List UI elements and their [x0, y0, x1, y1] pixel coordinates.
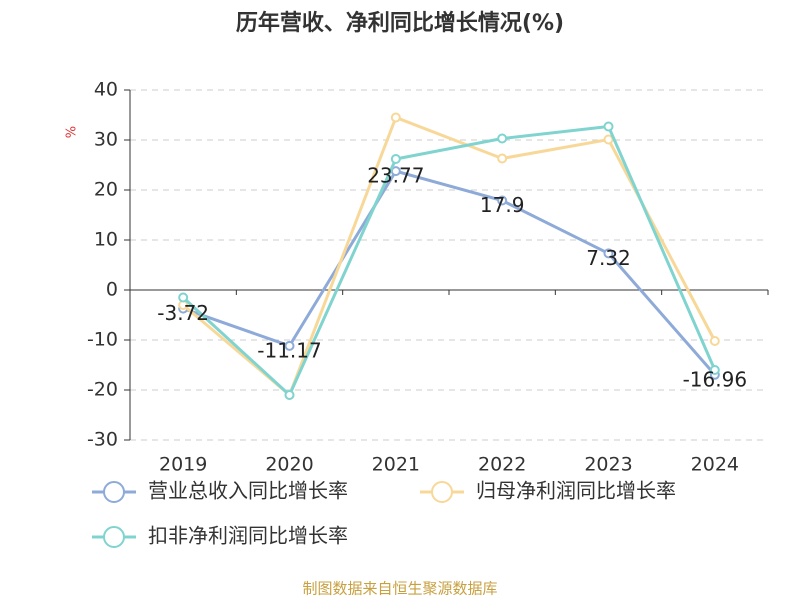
- legend-label: 扣非净利润同比增长率: [148, 524, 348, 548]
- chart-title: 历年营收、净利同比增长情况(%): [236, 10, 564, 36]
- legend-label: 归母净利润同比增长率: [476, 479, 676, 503]
- legend-marker: [103, 481, 125, 503]
- y-tick-label: 30: [94, 129, 118, 151]
- data-label: -16.96: [683, 367, 747, 391]
- legend-marker: [431, 481, 453, 503]
- x-tick-label: 2020: [265, 454, 313, 476]
- data-point: [284, 390, 295, 400]
- series-line: [182, 169, 716, 376]
- data-label: 17.9: [480, 193, 525, 217]
- data-point: [709, 336, 720, 346]
- source-note: 制图数据来自恒生聚源数据库: [302, 580, 497, 598]
- data-point: [603, 248, 614, 259]
- x-tick-label: 2023: [584, 454, 632, 476]
- data-label: 23.77: [367, 164, 424, 188]
- data-label: -11.17: [257, 338, 321, 362]
- data-label: 7.32: [586, 246, 631, 270]
- data-point: [709, 365, 720, 375]
- data-point: [284, 340, 295, 351]
- series-line: [182, 124, 717, 398]
- y-tick-label: 10: [94, 229, 118, 251]
- legend-label: 营业总收入同比增长率: [148, 479, 348, 503]
- y-tick-label: 0: [106, 279, 118, 301]
- y-tick-label: 20: [94, 179, 118, 201]
- data-point: [390, 154, 401, 164]
- data-point: [178, 292, 189, 303]
- legend-marker: [103, 526, 125, 548]
- y-axis-label: %: [65, 126, 80, 138]
- x-tick-label: 2022: [478, 454, 526, 476]
- x-tick-label: 2019: [159, 454, 207, 476]
- data-point: [603, 121, 614, 132]
- y-tick-label: -20: [87, 379, 118, 401]
- x-tick-label: 2024: [691, 454, 739, 476]
- data-point: [603, 134, 614, 145]
- y-tick-label: -10: [87, 329, 118, 351]
- y-tick-label: 40: [94, 79, 118, 101]
- data-point: [390, 112, 401, 123]
- data-point: [497, 195, 508, 206]
- data-point: [497, 153, 508, 164]
- data-label: -3.72: [157, 301, 209, 325]
- x-tick-label: 2021: [372, 454, 420, 476]
- data-point: [497, 133, 508, 144]
- y-tick-label: -30: [87, 429, 118, 451]
